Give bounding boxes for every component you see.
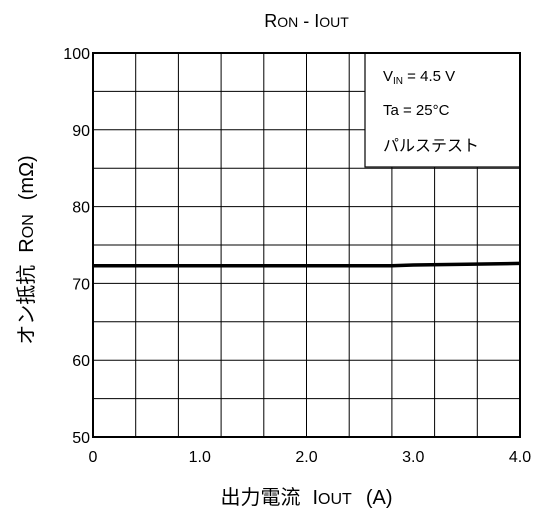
x-tick-label: 3.0 — [402, 449, 424, 466]
x-tick-label: 0 — [89, 449, 98, 466]
y-tick-label: 70 — [72, 276, 90, 293]
plot-frame — [92, 52, 521, 438]
annotation-ta: Ta = 25°C — [383, 102, 450, 119]
series-line — [93, 261, 521, 268]
y-tick-label: 60 — [72, 353, 90, 370]
series-layer — [93, 261, 521, 268]
chart-title: RON - IOUT — [264, 11, 349, 31]
y-tick-label: 50 — [72, 430, 90, 447]
x-tick-label: 4.0 — [509, 449, 531, 466]
y-tick-labels: 50 60 70 80 90 100 — [63, 46, 90, 447]
annotation-test: パルステスト — [383, 138, 479, 155]
y-axis-label: オン抵抗RON(mΩ) — [15, 155, 38, 344]
x-tick-labels: 0 1.0 2.0 3.0 4.0 — [89, 449, 532, 466]
annotation-vin: VIN = 4.5 V — [383, 68, 455, 87]
y-tick-label: 100 — [63, 46, 90, 63]
x-axis-label: 出力電流 IOUT (A) — [220, 486, 392, 509]
y-tick-label: 80 — [72, 200, 90, 217]
y-tick-label: 90 — [72, 123, 90, 140]
x-tick-label: 1.0 — [189, 449, 211, 466]
x-tick-label: 2.0 — [295, 449, 317, 466]
annotation-box — [364, 52, 521, 168]
